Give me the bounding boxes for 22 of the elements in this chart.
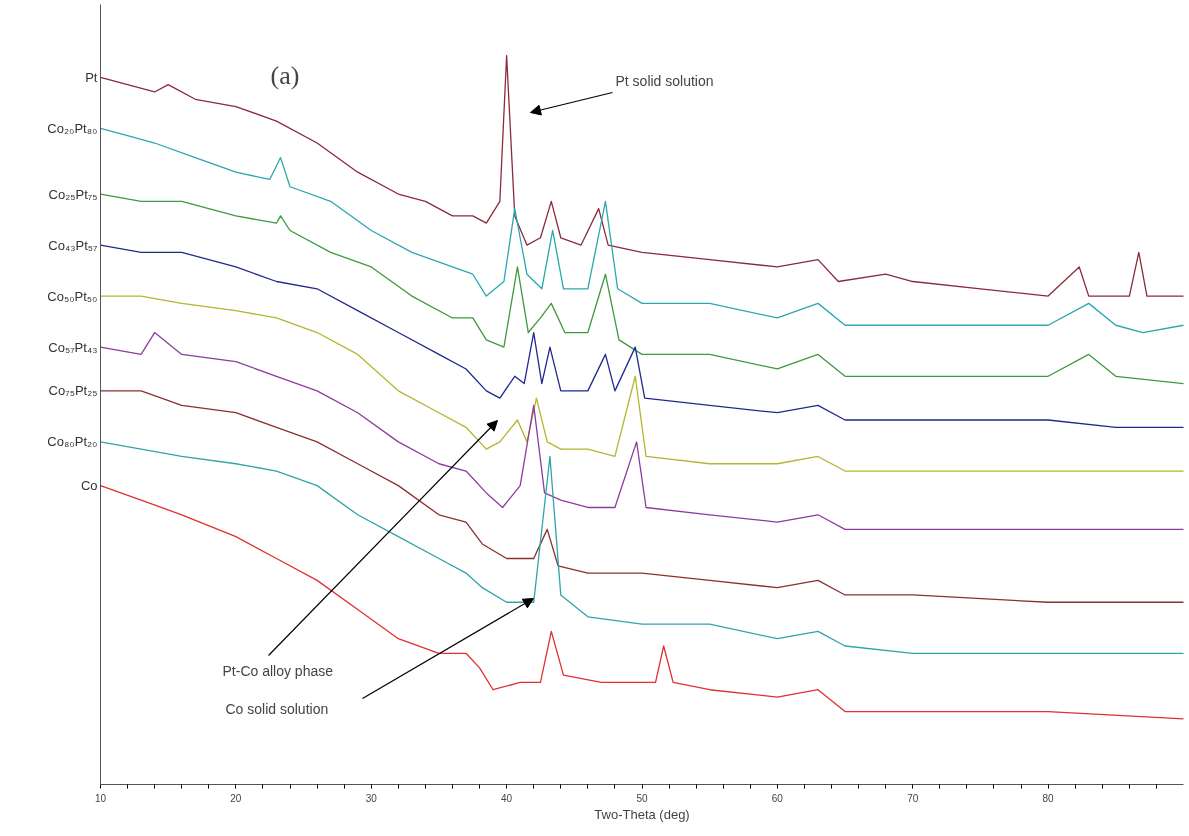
x-tick-label: 40 xyxy=(501,792,513,804)
annotation: Co solid solution xyxy=(225,700,329,717)
x-tick-label: 80 xyxy=(1042,792,1055,804)
series-label: Co₅₇Pt₄₃ xyxy=(48,339,98,355)
annotation: Pt-Co alloy phase xyxy=(222,662,334,679)
x-tick-label: 10 xyxy=(94,792,107,804)
x-tick-label: 30 xyxy=(365,792,378,804)
series-label: Co₄₃Pt₅₇ xyxy=(48,237,99,253)
x-tick-label: 20 xyxy=(230,792,242,804)
series-label: Co₅₀Pt₅₀ xyxy=(47,288,98,304)
series-label: Co xyxy=(80,478,98,494)
annotation: Pt solid solution xyxy=(615,72,714,89)
x-tick-label: 50 xyxy=(636,792,648,804)
series-label: Pt xyxy=(85,69,98,85)
x-axis-title: Two-Theta (deg) xyxy=(594,806,690,822)
x-tick-label: 60 xyxy=(771,792,784,804)
series-label: Co₂₀Pt₈₀ xyxy=(47,120,98,136)
series-label: Co₂₅Pt₇₅ xyxy=(48,186,98,202)
series-label: Co₈₀Pt₂₀ xyxy=(47,434,98,450)
series-label: Co₇₅Pt₂₅ xyxy=(48,383,98,399)
x-tick-label: 70 xyxy=(907,792,919,804)
annotation: (a) xyxy=(270,61,300,90)
